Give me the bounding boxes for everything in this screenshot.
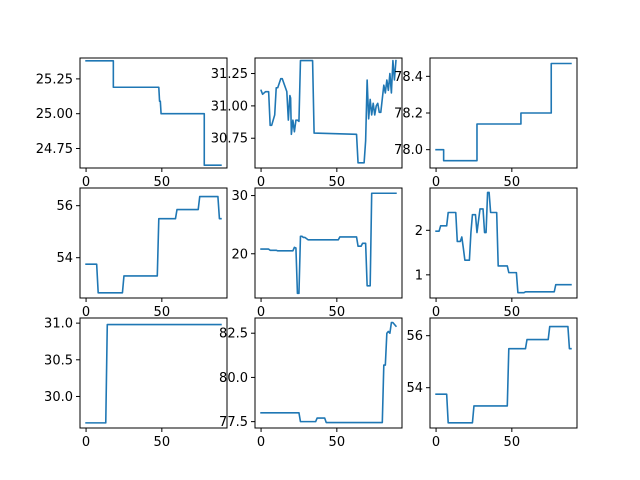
y-tick-label: 31.0 xyxy=(44,317,73,332)
y-tick-label: 30.75 xyxy=(211,132,248,147)
subplot-9: 0 50 54 56 xyxy=(406,317,578,450)
series-line-1 xyxy=(435,325,572,424)
axes-frame xyxy=(429,187,578,299)
subplot-3: 0 50 78.0 78.2 78.4 xyxy=(394,57,578,190)
x-tick-label: 0 xyxy=(432,305,440,320)
series-line-1 xyxy=(85,195,222,294)
y-tick-label: 78.0 xyxy=(394,143,423,158)
series-line-1 xyxy=(435,191,572,294)
subplot-6: 0 50 1 2 xyxy=(415,187,578,320)
y-tick-label: 54 xyxy=(56,251,73,266)
axes-frame xyxy=(254,317,403,429)
x-tick-label: 0 xyxy=(82,175,90,190)
series-line-1 xyxy=(260,192,397,295)
y-tick-label: 20 xyxy=(231,247,248,262)
x-tick-label: 50 xyxy=(504,175,521,190)
y-tick-label: 25.25 xyxy=(36,72,73,87)
x-tick-label: 0 xyxy=(257,175,265,190)
subplot-8: 0 50 77.5 80.0 82.5 xyxy=(219,317,403,450)
x-tick-label: 0 xyxy=(82,435,90,450)
x-tick-label: 50 xyxy=(504,435,521,450)
y-tick-label: 24.75 xyxy=(36,142,73,157)
y-tick-label: 31.25 xyxy=(211,67,248,82)
x-tick-label: 50 xyxy=(504,305,521,320)
axes-frame xyxy=(254,187,403,299)
y-tick-label: 80.0 xyxy=(219,371,248,386)
y-tick-label: 1 xyxy=(415,268,423,283)
x-tick-label: 0 xyxy=(432,435,440,450)
y-tick-label: 25.00 xyxy=(36,107,73,122)
x-tick-label: 50 xyxy=(154,175,171,190)
y-tick-label: 54 xyxy=(406,381,423,396)
series-line-1 xyxy=(435,62,572,162)
x-tick-label: 50 xyxy=(329,435,346,450)
axes-frame xyxy=(429,317,578,429)
y-tick-label: 77.5 xyxy=(219,415,248,430)
y-tick-label: 30.0 xyxy=(44,390,73,405)
y-tick-label: 2 xyxy=(415,224,423,239)
subplot-2: 0 50 30.75 31.00 31.25 xyxy=(211,57,403,190)
y-tick-label: 78.2 xyxy=(394,107,423,122)
axes-frame xyxy=(254,57,403,169)
x-tick-label: 50 xyxy=(329,175,346,190)
series-line-1 xyxy=(85,323,222,424)
y-tick-label: 78.4 xyxy=(394,70,423,85)
x-tick-label: 50 xyxy=(329,305,346,320)
x-tick-label: 50 xyxy=(154,305,171,320)
series-line-1 xyxy=(260,59,397,164)
axes-frame xyxy=(79,57,228,169)
subplot-7: 0 50 30.0 30.5 31.0 xyxy=(44,317,228,450)
x-tick-label: 0 xyxy=(257,435,265,450)
series-line-1 xyxy=(260,321,398,424)
axes-frame xyxy=(429,57,578,169)
y-tick-label: 31.00 xyxy=(211,99,248,114)
axes-frame xyxy=(79,317,228,429)
x-tick-label: 0 xyxy=(257,305,265,320)
axes-frame xyxy=(79,187,228,299)
y-tick-label: 56 xyxy=(406,329,423,344)
x-tick-label: 0 xyxy=(432,175,440,190)
subplot-5: 0 50 20 30 xyxy=(231,187,403,320)
y-tick-label: 82.5 xyxy=(219,327,248,342)
y-tick-label: 56 xyxy=(56,199,73,214)
x-tick-label: 0 xyxy=(82,305,90,320)
subplot-4: 0 50 54 56 xyxy=(56,187,228,320)
y-tick-label: 30.5 xyxy=(44,353,73,368)
y-tick-label: 30 xyxy=(231,189,248,204)
subplot-1: 0 50 24.75 25.00 25.25 xyxy=(36,57,228,190)
x-tick-label: 50 xyxy=(154,435,171,450)
series-line-1 xyxy=(85,59,222,167)
